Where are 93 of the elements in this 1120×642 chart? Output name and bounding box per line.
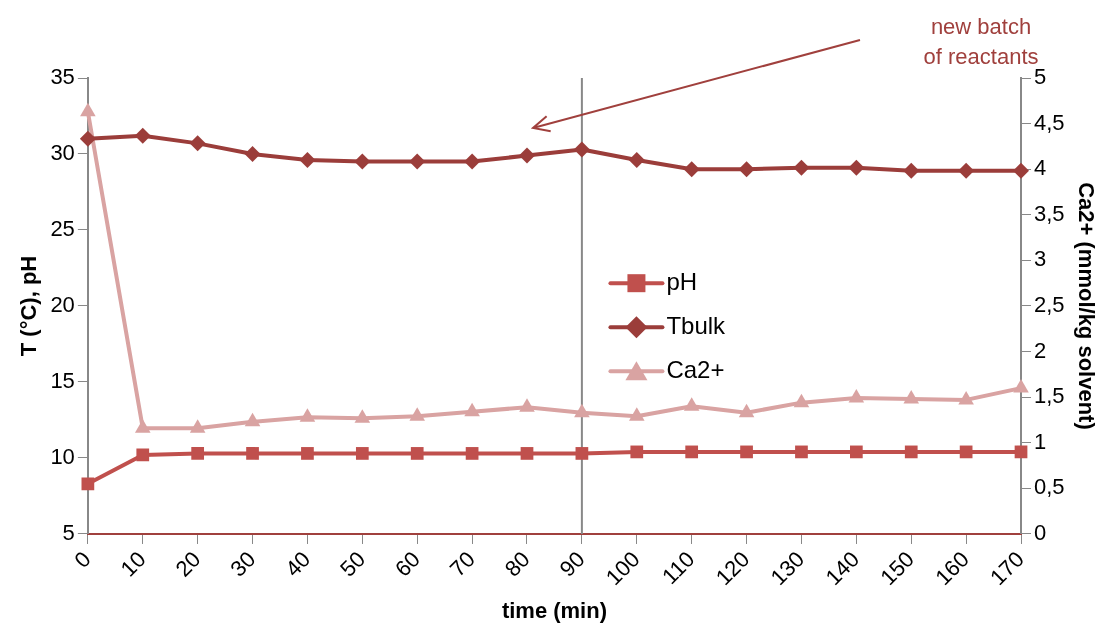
point — [244, 146, 261, 162]
point — [793, 159, 810, 176]
point — [630, 445, 644, 459]
point — [795, 445, 808, 459]
point — [685, 445, 699, 459]
point — [299, 152, 316, 169]
x-tick-label: 20 — [170, 546, 206, 582]
point — [519, 398, 535, 412]
point — [683, 161, 700, 178]
point — [1013, 162, 1030, 179]
point — [848, 389, 865, 403]
y-axis-title: T (°C), pH — [16, 255, 42, 357]
x-tick-label: 140 — [820, 546, 865, 591]
point — [409, 153, 426, 170]
x-tick-label: 150 — [875, 546, 920, 591]
point — [355, 447, 369, 460]
point — [81, 477, 95, 491]
y2-tick-label: 0,5 — [1034, 474, 1065, 500]
point — [519, 147, 535, 164]
y2-tick-label: 3 — [1034, 246, 1047, 272]
point — [628, 407, 645, 421]
x-axis-title: time (min) — [501, 597, 608, 623]
point — [520, 447, 534, 460]
y2-tick-label: 2,5 — [1034, 292, 1065, 318]
point — [958, 390, 974, 405]
point — [465, 447, 479, 460]
x-tick-label: 10 — [115, 546, 151, 582]
x-tick-label: 170 — [985, 546, 1029, 591]
point — [628, 152, 645, 169]
point — [573, 141, 590, 158]
y-tick-label: 35 — [50, 64, 75, 90]
point — [575, 447, 589, 460]
point — [683, 397, 700, 411]
point — [464, 153, 481, 170]
y2-tick-label: 4,5 — [1034, 109, 1065, 135]
point — [79, 130, 96, 147]
y-tick-label: 20 — [50, 292, 75, 318]
point — [738, 161, 755, 178]
x-tick-label: 80 — [499, 546, 535, 582]
point — [246, 447, 259, 460]
x-tick-label: 70 — [444, 546, 480, 582]
y2-tick-label: 3,5 — [1034, 200, 1065, 226]
point — [464, 402, 480, 417]
y-tick-label: 5 — [62, 520, 75, 546]
point — [793, 393, 810, 408]
point — [354, 153, 371, 170]
y2-tick-label: 2 — [1034, 337, 1047, 363]
x-tick-label: 100 — [600, 546, 645, 591]
point — [301, 447, 314, 460]
point — [849, 445, 863, 459]
x-tick-label: 30 — [225, 546, 261, 582]
point — [574, 403, 590, 418]
y2-axis-title: Ca2+ (mmol/kg solvent) — [1073, 182, 1099, 430]
x-tick-label: 90 — [554, 546, 590, 582]
point — [738, 403, 755, 418]
y2-tick-label: 1,5 — [1034, 383, 1065, 409]
x-tick-label: 160 — [930, 546, 974, 591]
x-tick-label: 110 — [657, 546, 700, 589]
point — [848, 159, 865, 176]
point — [80, 102, 96, 117]
point — [244, 412, 261, 427]
legend-label: Tbulk — [666, 311, 727, 339]
point — [409, 407, 426, 421]
point — [958, 162, 975, 179]
y-tick-label: 10 — [50, 444, 75, 470]
legend-label: pH — [666, 267, 698, 295]
y-tick-label: 15 — [50, 368, 75, 394]
point — [191, 447, 205, 460]
legend-label: Ca2+ — [666, 355, 725, 383]
y-tick-label: 25 — [50, 216, 75, 242]
point — [299, 408, 316, 422]
point — [903, 162, 920, 179]
point — [136, 448, 150, 462]
point — [354, 409, 371, 423]
y-tick-label: 30 — [50, 140, 75, 166]
x-tick-label: 50 — [335, 546, 371, 582]
point — [410, 447, 424, 460]
x-tick-label: 120 — [710, 546, 755, 591]
point — [904, 445, 918, 459]
point — [189, 135, 206, 152]
point — [134, 127, 151, 144]
x-tick-label: 40 — [280, 546, 316, 582]
y2-tick-label: 0 — [1034, 520, 1047, 546]
point — [740, 445, 753, 459]
x-tick-label: 0 — [69, 546, 96, 573]
point — [189, 419, 206, 433]
point — [1013, 379, 1029, 393]
y2-tick-label: 1 — [1034, 428, 1047, 454]
x-tick-label: 60 — [390, 546, 426, 582]
x-tick-label: 130 — [765, 546, 810, 591]
y2-tick-label: 4 — [1034, 155, 1047, 181]
point — [903, 390, 920, 404]
point — [134, 419, 151, 433]
